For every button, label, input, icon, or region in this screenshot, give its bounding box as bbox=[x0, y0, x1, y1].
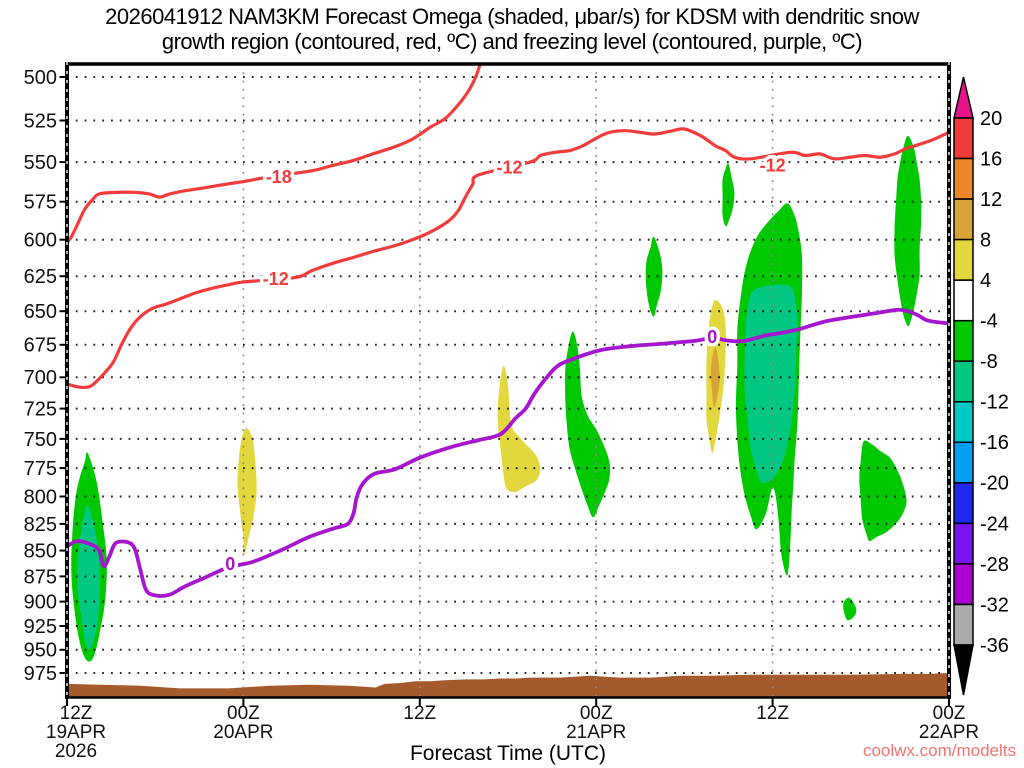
contour-label-dendritic-minus18: -18 bbox=[266, 167, 292, 187]
y-tick-label-850: 850 bbox=[24, 540, 57, 562]
contour-dendritic-minus12 bbox=[65, 127, 951, 390]
y-tick-label-750: 750 bbox=[24, 429, 57, 451]
colorbar-over-triangle bbox=[953, 76, 974, 119]
colorbar-label--20: -20 bbox=[980, 473, 1009, 495]
colorbar-under-triangle bbox=[953, 644, 974, 696]
x-tick-year-0: 2026 bbox=[55, 741, 97, 762]
colorbar-block-16to20 bbox=[953, 117, 974, 160]
contour-dendritic-minus18 bbox=[65, 62, 482, 245]
colorbar-block--36to-32 bbox=[953, 603, 974, 646]
y-tick-label-700: 700 bbox=[24, 367, 57, 389]
colorbar-label--32: -32 bbox=[980, 594, 1009, 616]
y-tick-label-525: 525 bbox=[24, 110, 57, 132]
colorbar-label-20: 20 bbox=[980, 108, 1002, 130]
contour-label-freezing-level: 0 bbox=[707, 327, 717, 347]
contour-label-dendritic-minus12: -12 bbox=[496, 157, 522, 177]
y-tick-label-925: 925 bbox=[24, 616, 57, 638]
colorbar-label-16: 16 bbox=[980, 148, 1002, 170]
chart-title-line1: 2026041912 NAM3KM Forecast Omega (shaded… bbox=[105, 4, 919, 29]
watermark-link: coolwx.com/modelts bbox=[862, 741, 1016, 760]
y-tick-label-650: 650 bbox=[24, 301, 57, 323]
shaded-region-updraft-green-small-560 bbox=[722, 163, 735, 227]
chart-title-line2: growth region (contoured, red, ºC) and f… bbox=[161, 29, 863, 54]
colorbar-block-4to8 bbox=[953, 238, 974, 281]
contour-label-freezing-level: 0 bbox=[225, 554, 235, 574]
y-tick-label-800: 800 bbox=[24, 486, 57, 508]
colorbar-block--4to4 bbox=[953, 279, 974, 322]
shaded-region-updraft-core-teal-21apr bbox=[744, 284, 798, 484]
y-tick-label-575: 575 bbox=[24, 192, 57, 214]
x-tick-time-12: 00Z bbox=[227, 703, 260, 724]
colorbar-block--8to-4 bbox=[953, 319, 974, 362]
colorbar-label--16: -16 bbox=[980, 432, 1009, 454]
x-tick-time-60: 00Z bbox=[933, 703, 966, 724]
y-tick-label-775: 775 bbox=[24, 458, 57, 480]
colorbar-label--24: -24 bbox=[980, 513, 1009, 535]
colorbar-label--12: -12 bbox=[980, 392, 1009, 414]
y-tick-label-600: 600 bbox=[24, 230, 57, 252]
colorbar-block--24to-20 bbox=[953, 482, 974, 525]
y-tick-label-500: 500 bbox=[24, 67, 57, 89]
colorbar-label-12: 12 bbox=[980, 189, 1002, 211]
y-tick-label-675: 675 bbox=[24, 335, 57, 357]
y-tick-label-900: 900 bbox=[24, 591, 57, 613]
y-tick-label-825: 825 bbox=[24, 514, 57, 536]
contour-label-dendritic-minus12: -12 bbox=[760, 156, 786, 176]
colorbar-block--12to-8 bbox=[953, 360, 974, 403]
shaded-region-updraft-green-right-800 bbox=[859, 440, 907, 542]
x-tick-time-24: 12Z bbox=[403, 703, 436, 724]
y-tick-label-725: 725 bbox=[24, 398, 57, 420]
omega-shaded-regions bbox=[71, 135, 922, 662]
x-tick-date-36: 21APR bbox=[566, 722, 626, 743]
colorbar-label--28: -28 bbox=[980, 554, 1009, 576]
colorbar-label-4: 4 bbox=[980, 270, 991, 292]
x-axis-title: Forecast Time (UTC) bbox=[409, 742, 606, 765]
shaded-region-sinking-yellow-midday-20apr bbox=[497, 365, 541, 493]
x-tick-time-48: 12Z bbox=[756, 703, 789, 724]
y-tick-label-550: 550 bbox=[24, 152, 57, 174]
axes: 500 525 550 575 600 625 650 675 700 725 750 775 800 8… bbox=[24, 62, 979, 762]
y-tick-label-975: 975 bbox=[24, 663, 57, 685]
y-tick-label-625: 625 bbox=[24, 266, 57, 288]
colorbar: 20 16 12 8 4 -4 -8 -12 -16 -20 -24 -28 -32 -36 bbox=[953, 76, 1009, 696]
gridlines bbox=[67, 64, 949, 697]
y-tick-label-950: 950 bbox=[24, 640, 57, 662]
colorbar-label--36: -36 bbox=[980, 635, 1009, 657]
x-tick-date-0: 19APR bbox=[46, 722, 106, 743]
contour-freezing-level bbox=[65, 307, 951, 598]
colorbar-block-12to16 bbox=[953, 157, 974, 200]
shaded-region-updraft-green-mid bbox=[565, 331, 611, 518]
terrain-profile bbox=[67, 673, 949, 697]
shaded-region-updraft-green-dot-900 bbox=[843, 597, 857, 621]
colorbar-block--16to-12 bbox=[953, 401, 974, 444]
x-tick-date-12: 20APR bbox=[213, 722, 273, 743]
shaded-region-sinking-core-gold-21apr bbox=[710, 347, 720, 408]
x-tick-time-0: 12Z bbox=[60, 703, 93, 724]
contour-lines bbox=[65, 62, 951, 598]
colorbar-label--4: -4 bbox=[980, 311, 998, 333]
colorbar-block--32to-28 bbox=[953, 563, 974, 606]
x-tick-date-60: 22APR bbox=[919, 722, 979, 743]
shaded-region-updraft-green-tall-right bbox=[894, 135, 922, 327]
colorbar-block-8to12 bbox=[953, 198, 974, 241]
colorbar-block--20to-16 bbox=[953, 441, 974, 484]
contour-label-dendritic-minus12: -12 bbox=[263, 269, 289, 289]
y-tick-label-875: 875 bbox=[24, 566, 57, 588]
shaded-region-sinking-yellow-20apr bbox=[237, 428, 257, 556]
colorbar-label-8: 8 bbox=[980, 229, 991, 251]
shaded-region-updraft-green-small-625 bbox=[645, 236, 663, 317]
colorbar-label--8: -8 bbox=[980, 351, 998, 373]
x-tick-time-36: 00Z bbox=[580, 703, 613, 724]
colorbar-block--28to-24 bbox=[953, 522, 974, 565]
